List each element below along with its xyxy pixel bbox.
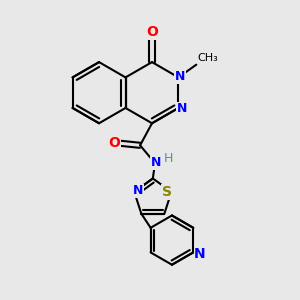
- Text: N: N: [177, 102, 187, 115]
- Text: N: N: [194, 247, 206, 261]
- Text: O: O: [109, 136, 121, 150]
- Text: N: N: [151, 156, 161, 169]
- Text: S: S: [162, 185, 172, 199]
- Text: CH₃: CH₃: [198, 53, 218, 63]
- Text: H: H: [164, 152, 173, 165]
- Text: N: N: [175, 70, 185, 83]
- Text: N: N: [133, 184, 144, 197]
- Text: O: O: [146, 26, 158, 39]
